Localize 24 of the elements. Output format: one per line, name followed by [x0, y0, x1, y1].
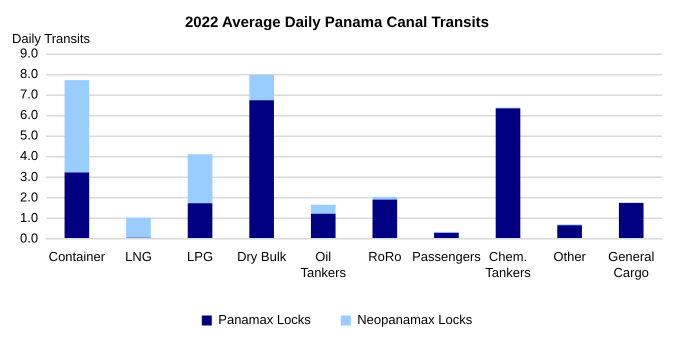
y-tick-label: 5.0: [20, 128, 38, 143]
chart-title: 2022 Average Daily Panama Canal Transits: [184, 14, 490, 32]
y-tick-label: 0.0: [20, 230, 38, 246]
y-tick-label: 9.0: [20, 46, 38, 61]
legend-label: Neopanamax Locks: [357, 312, 473, 328]
y-axis-title: Daily Transits: [12, 31, 91, 46]
x-tick-label: Oil Tankers: [300, 249, 346, 280]
x-tick-label: RoRo: [368, 249, 402, 264]
y-tick-label: 4.0: [20, 148, 38, 164]
x-tick-label: Container: [48, 249, 106, 264]
y-tick-label: 7.0: [20, 86, 38, 102]
y-tick-label: 8.0: [20, 66, 38, 82]
x-tick-label: Chem. Tankers: [485, 249, 532, 280]
x-tick-label: General Cargo: [608, 249, 654, 280]
legend-label: Panamax Locks: [218, 312, 312, 328]
y-tick-label: 2.0: [20, 189, 38, 204]
x-tick-label: Other: [553, 249, 587, 264]
x-tick-label: Dry Bulk: [237, 249, 287, 264]
x-tick-label: Passengers: [412, 249, 482, 264]
y-tick-label: 6.0: [20, 107, 38, 122]
x-tick-label: LNG: [125, 249, 152, 264]
y-tick-label: 3.0: [20, 168, 38, 184]
x-tick-label: LPG: [187, 249, 214, 264]
y-tick-label: 1.0: [20, 210, 38, 225]
